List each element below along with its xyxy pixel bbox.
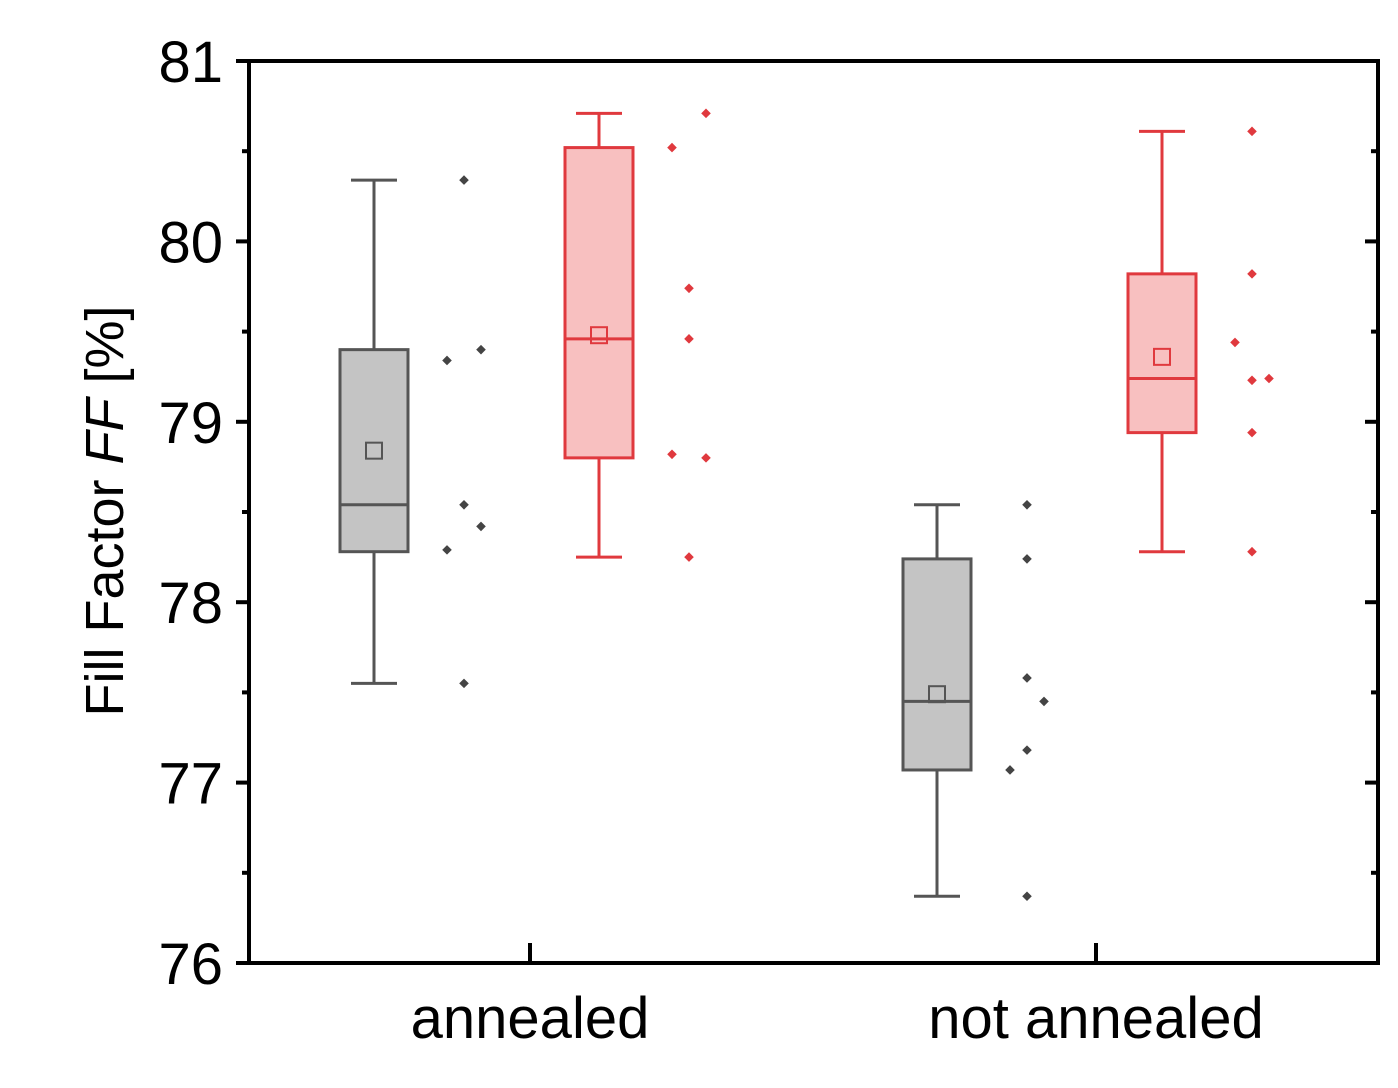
data-point [701,108,711,119]
data-point [684,334,694,344]
y-axis-label-prefix: Fill Factor [75,464,135,716]
y-axis-label: Fill Factor FF [%] [75,305,135,716]
x-tick-label: not annealed [928,986,1263,1051]
y-tick-label: 80 [158,210,223,275]
y-tick-label: 79 [158,391,223,456]
y-tick-label: 81 [158,30,223,95]
y-axis-label-suffix: [%] [75,305,135,398]
data-point [459,175,469,185]
data-point [1247,126,1257,137]
box-iqr [563,146,635,460]
data-point [667,142,677,153]
x-tick-label: annealed [411,986,650,1051]
y-tick-label: 76 [158,932,223,997]
data-point [476,344,486,355]
x-axis-ticks: annealed not annealed [411,943,1264,1051]
plot-frame [247,59,1380,965]
box-iqr [1126,272,1198,435]
data-point [1247,427,1257,438]
data-point [1022,554,1032,564]
data-point [442,355,452,366]
box-iqr [338,348,410,554]
data-point [476,521,486,532]
mean-marker [928,685,946,704]
mean-marker [365,441,383,460]
data-point [1022,673,1032,683]
data-point [684,283,694,294]
data-point [459,499,469,510]
data-point [701,453,711,463]
data-point [684,552,694,562]
data-point [459,678,469,689]
box-group-2 [563,108,711,562]
box-group-3 [901,499,1049,902]
box-group-4 [1126,126,1274,557]
data-point [1022,745,1032,755]
mean-marker [1153,347,1171,366]
data-point [1247,269,1257,279]
data-point [1247,375,1257,386]
data-point [1022,499,1032,510]
y-tick-label: 78 [158,571,223,636]
data-point [667,449,677,460]
plot-marks [338,108,1274,902]
y-axis-label-italic: FF [75,396,135,465]
box-iqr [901,557,973,772]
data-point [442,545,452,555]
data-point [1247,546,1257,557]
mean-marker [590,326,608,345]
data-point [1264,373,1274,384]
data-point [1230,337,1240,348]
y-axis-ticks: 76 77 78 79 80 81 [158,30,1378,997]
data-point [1005,765,1015,775]
box-group-1 [338,175,486,689]
y-tick-label: 77 [158,752,223,817]
data-point [1022,891,1032,902]
data-point [1039,696,1049,707]
